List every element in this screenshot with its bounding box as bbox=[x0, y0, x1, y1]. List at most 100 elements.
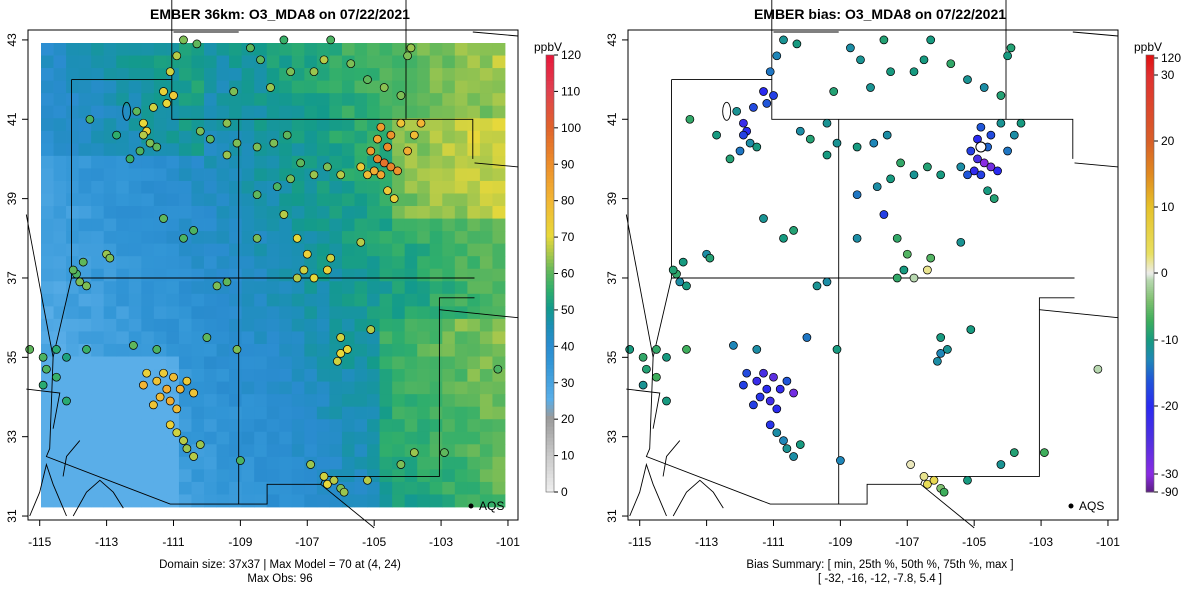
site-marker bbox=[712, 130, 721, 140]
site-marker bbox=[919, 55, 929, 65]
colorbar-tick-label: 0 bbox=[561, 485, 568, 499]
site-marker bbox=[739, 130, 748, 140]
site-marker bbox=[923, 479, 932, 489]
site-marker bbox=[269, 138, 279, 148]
site-marker bbox=[379, 158, 389, 168]
site-marker bbox=[165, 67, 175, 77]
site-marker bbox=[333, 356, 342, 366]
site-marker bbox=[759, 214, 768, 223]
site-marker bbox=[625, 345, 635, 354]
site-marker bbox=[336, 333, 346, 342]
site-marker bbox=[326, 253, 336, 263]
site-marker bbox=[75, 277, 85, 287]
site-marker bbox=[682, 345, 691, 354]
site-marker bbox=[152, 376, 162, 386]
site-marker bbox=[779, 436, 788, 445]
site-marker bbox=[866, 83, 875, 92]
colorbar-tick-label: 30 bbox=[561, 376, 575, 390]
site-marker bbox=[396, 91, 406, 100]
site-marker bbox=[409, 448, 419, 457]
site-marker bbox=[135, 146, 145, 156]
site-marker bbox=[973, 154, 982, 164]
site-marker bbox=[886, 174, 895, 184]
site-marker bbox=[789, 388, 798, 398]
colorbar-tick-label: 20 bbox=[561, 412, 575, 426]
site-marker bbox=[339, 487, 349, 497]
site-marker bbox=[652, 345, 661, 354]
colorbar-tick-label: 120 bbox=[561, 48, 581, 62]
site-marker bbox=[979, 83, 989, 92]
site-marker bbox=[155, 392, 165, 402]
site-marker bbox=[829, 87, 839, 96]
site-marker bbox=[319, 55, 329, 65]
y-tick-label: 43 bbox=[5, 33, 19, 47]
y-tick-label: 39 bbox=[605, 192, 619, 206]
site-marker bbox=[175, 384, 185, 394]
site-marker bbox=[966, 325, 976, 334]
site-marker bbox=[162, 99, 172, 108]
site-marker bbox=[363, 170, 372, 180]
left-colorbar-frame bbox=[545, 54, 555, 493]
site-marker bbox=[309, 170, 319, 180]
site-marker bbox=[142, 368, 152, 378]
site-marker bbox=[222, 150, 232, 160]
site-marker bbox=[926, 253, 936, 263]
x-tick-label: -113 bbox=[95, 535, 118, 549]
site-marker bbox=[852, 233, 862, 243]
site-marker bbox=[765, 396, 775, 406]
y-tick-label: 41 bbox=[605, 112, 619, 126]
y-tick-label: 33 bbox=[5, 430, 19, 444]
site-marker bbox=[779, 35, 788, 45]
site-marker bbox=[872, 182, 882, 192]
site-marker bbox=[159, 214, 168, 223]
x-tick-label: -103 bbox=[429, 535, 453, 549]
site-marker bbox=[822, 277, 832, 287]
colorbar-tick-label: -90 bbox=[1161, 485, 1179, 499]
site-marker bbox=[403, 51, 412, 61]
site-marker bbox=[139, 380, 148, 390]
site-marker bbox=[856, 55, 865, 65]
site-marker bbox=[232, 345, 242, 354]
site-marker bbox=[986, 130, 996, 140]
site-marker bbox=[336, 349, 346, 358]
site-marker bbox=[869, 138, 879, 148]
site-marker bbox=[336, 170, 346, 180]
site-marker bbox=[678, 257, 688, 267]
site-marker bbox=[762, 99, 772, 108]
site-marker bbox=[272, 182, 282, 192]
y-tick-label: 33 bbox=[605, 430, 619, 444]
site-marker bbox=[789, 452, 798, 461]
site-marker bbox=[85, 114, 95, 124]
site-marker bbox=[296, 158, 305, 168]
site-marker bbox=[82, 281, 91, 291]
site-marker bbox=[779, 233, 788, 243]
site-marker bbox=[366, 325, 376, 334]
site-marker bbox=[812, 281, 822, 291]
site-marker bbox=[765, 67, 775, 77]
site-marker bbox=[25, 345, 35, 354]
site-marker bbox=[286, 174, 295, 184]
site-marker bbox=[739, 118, 748, 128]
site-marker bbox=[373, 134, 382, 144]
left-sites bbox=[25, 35, 503, 497]
site-marker bbox=[139, 118, 148, 128]
site-marker bbox=[396, 460, 406, 469]
site-marker bbox=[309, 67, 319, 77]
site-marker bbox=[159, 87, 168, 96]
site-marker bbox=[936, 170, 946, 180]
site-marker bbox=[195, 126, 205, 136]
left-state-borders bbox=[25, 0, 519, 529]
site-marker bbox=[376, 122, 386, 132]
site-marker bbox=[172, 51, 182, 61]
site-marker bbox=[919, 472, 929, 481]
site-marker bbox=[789, 226, 798, 235]
site-marker bbox=[822, 118, 832, 128]
site-marker bbox=[165, 396, 175, 406]
site-marker bbox=[933, 356, 942, 366]
site-marker bbox=[406, 43, 416, 53]
site-marker bbox=[282, 130, 292, 140]
x-tick-label: -111 bbox=[762, 535, 785, 549]
colorbar-tick-label: 30 bbox=[1161, 68, 1175, 82]
site-marker bbox=[939, 487, 949, 497]
site-marker bbox=[986, 162, 996, 172]
